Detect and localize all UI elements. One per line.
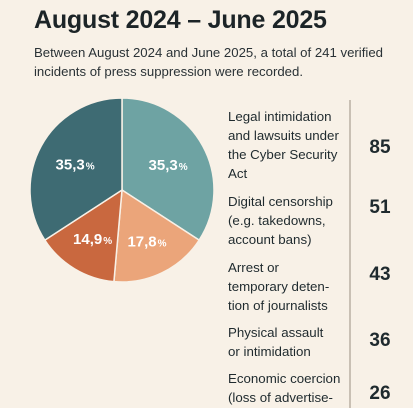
page-subtitle: Between August 2024 and June 2025, a tot…	[34, 45, 383, 79]
pie-slice-3	[29, 97, 123, 242]
pie-label-3: 35,3%	[56, 157, 95, 174]
pie-slice-1	[113, 188, 201, 283]
pie-label-0: 35,3%	[149, 157, 188, 174]
legend-value-economic: 26	[369, 383, 391, 404]
pie-slice-2	[43, 188, 123, 283]
legend-value-legal: 85	[369, 137, 391, 158]
legend-divider	[349, 100, 351, 408]
pie-label-1: 17,8%	[127, 233, 166, 250]
legend-value-digital: 51	[369, 197, 391, 218]
legend-value-arrest: 43	[369, 264, 391, 285]
legend-label-physical: Physical assault or intimidation	[228, 325, 324, 359]
pie-label-2: 14,9%	[73, 231, 112, 248]
page-title: August 2024 – June 2025	[34, 6, 327, 34]
legend-label-arrest: Arrest or temporary deten- tion of journ…	[228, 260, 330, 313]
legend-value-physical: 36	[369, 330, 391, 351]
legend-label-economic: Economic coercion (loss of advertise-	[228, 371, 341, 405]
legend-label-digital: Digital censorship (e.g. takedowns, acco…	[228, 194, 333, 247]
legend-label-legal: Legal intimidation and lawsuits under th…	[228, 109, 339, 181]
